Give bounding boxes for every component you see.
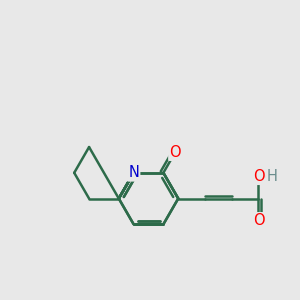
Text: N: N: [128, 165, 139, 180]
Text: O: O: [169, 145, 181, 160]
Text: O: O: [253, 169, 264, 184]
Text: H: H: [266, 169, 277, 184]
Text: O: O: [253, 213, 264, 228]
